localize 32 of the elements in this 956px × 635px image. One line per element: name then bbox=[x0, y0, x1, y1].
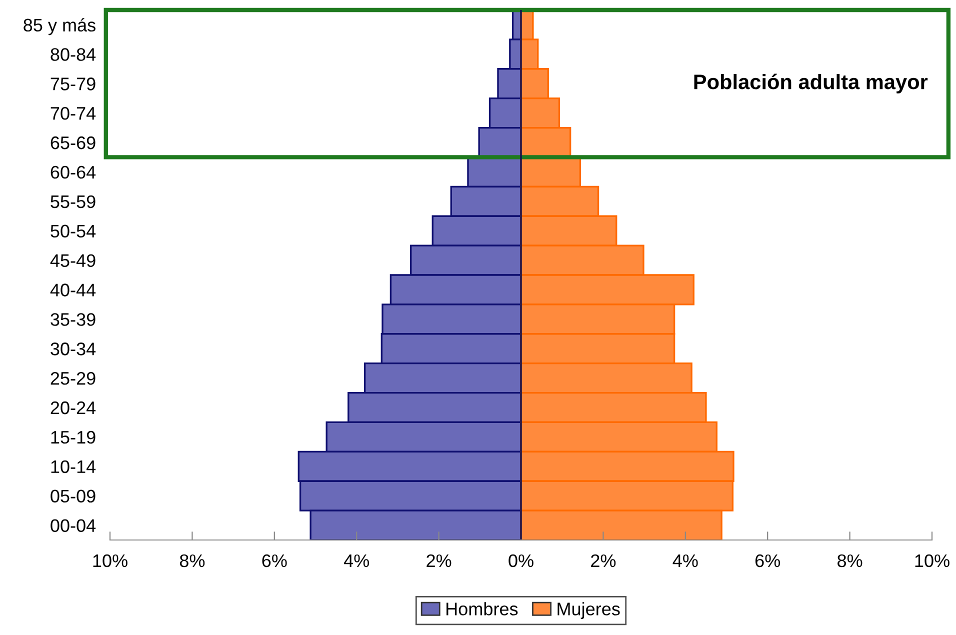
x-tick-label: 8% bbox=[180, 554, 205, 568]
legend-label: Mujeres bbox=[558, 602, 620, 619]
x-tick-label: 4% bbox=[672, 554, 698, 568]
y-tick-label: 60-64 bbox=[50, 166, 96, 179]
x-tick-label: 10% bbox=[93, 554, 128, 568]
x-tick-label: 0% bbox=[508, 554, 534, 568]
x-tick-label: 8% bbox=[838, 554, 862, 568]
y-tick-label: 70-74 bbox=[50, 106, 96, 120]
y-tick-label: 15-19 bbox=[51, 430, 96, 444]
y-tick-label: 45-49 bbox=[50, 254, 96, 267]
x-tick-label: 2% bbox=[591, 554, 616, 568]
x-tick-label: 6% bbox=[262, 554, 287, 568]
y-tick-label: 25-29 bbox=[50, 372, 96, 385]
annotation: Población adulta mayor bbox=[694, 74, 928, 94]
y-tick-label: 65-69 bbox=[50, 136, 96, 150]
y-tick-label: 05-09 bbox=[50, 490, 96, 503]
x-tick-label: 6% bbox=[755, 554, 780, 568]
y-tick-label: 10-14 bbox=[51, 460, 96, 474]
y-tick-label: 30-34 bbox=[50, 342, 96, 356]
x-tick-label: 2% bbox=[426, 554, 452, 568]
x-tick-label: 10% bbox=[915, 554, 950, 568]
y-tick-label: 50-54 bbox=[50, 224, 96, 238]
y-tick-label: 20-24 bbox=[50, 401, 96, 414]
x-tick-label: 4% bbox=[344, 554, 370, 568]
y-tick-label: 55-59 bbox=[50, 195, 96, 208]
legend-label: Hombres bbox=[446, 602, 518, 616]
y-tick-label: 00-04 bbox=[50, 519, 96, 532]
y-tick-label: 40-44 bbox=[50, 284, 96, 296]
y-tick-label: 35-39 bbox=[50, 313, 96, 326]
y-tick-label: 85 y más bbox=[24, 18, 96, 36]
y-tick-label: 80-84 bbox=[50, 48, 96, 61]
y-tick-label: 75-79 bbox=[50, 78, 96, 90]
